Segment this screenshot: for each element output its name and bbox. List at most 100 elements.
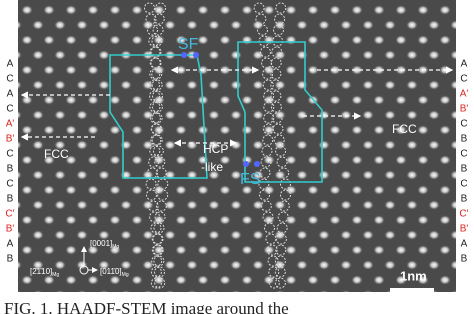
stacking-letter: C [6, 104, 13, 115]
circuit-ends [181, 52, 260, 167]
stacking-letter: A [7, 59, 14, 70]
stacking-letter: A [461, 239, 468, 250]
atom-circle [262, 211, 274, 223]
atom-circle [157, 189, 169, 201]
atom-circle [152, 24, 164, 36]
stacking-letter: B [7, 164, 14, 175]
atom-circle [150, 277, 162, 289]
atom-circle [263, 112, 275, 124]
endpoint [181, 52, 187, 58]
atom-circle [257, 24, 268, 36]
stacking-letter: B' [460, 224, 469, 235]
atom-circle [149, 79, 160, 91]
atom-circle [149, 57, 161, 69]
stacking-letter: A [7, 89, 14, 100]
atom-circle [151, 255, 163, 267]
atom-circle [258, 35, 270, 47]
atom-circle [270, 101, 282, 113]
stacking-letter: C [460, 149, 467, 160]
atom-circle [272, 123, 284, 135]
atom-circle [274, 13, 286, 25]
fs-label: FS [240, 171, 260, 188]
fcc-label: FCC [44, 147, 69, 161]
atom-circle [270, 68, 282, 80]
atom-circle [157, 178, 169, 190]
atom-circle [278, 167, 290, 179]
labels: FCC FCC HCP -like 1nm [44, 122, 427, 283]
hcp-label: -like [201, 160, 223, 174]
axis-sub: Mg [52, 272, 59, 278]
axis-label: [2̄1̄10]Mg [30, 267, 59, 278]
atom-circle [259, 189, 270, 201]
axes [79, 246, 98, 275]
stacking-letter: B [461, 164, 468, 175]
atom-circle [260, 156, 272, 168]
atom-circle [147, 200, 159, 212]
axis-text: [011̄0] [100, 267, 122, 276]
atom-circle [151, 244, 163, 256]
atom-circle [271, 112, 283, 124]
atom-circle [261, 145, 273, 157]
atom-circle [148, 35, 160, 47]
atom-circle [153, 13, 165, 25]
atom-circle [145, 178, 157, 190]
stacking-letter: B' [6, 224, 15, 235]
atom-circle [145, 13, 157, 25]
circuit-right [237, 41, 323, 183]
atom-circle [149, 112, 161, 124]
atom-circle [275, 244, 287, 256]
axis-label: [011̄0]Mg [100, 267, 129, 278]
endpoint [193, 52, 199, 58]
atom-circle [154, 277, 166, 289]
stacking-letter: C [460, 179, 467, 190]
atom-circle [151, 79, 163, 91]
stacking-letter: C [6, 74, 13, 85]
atom-circle [266, 244, 278, 256]
stacking-letter: C [460, 74, 467, 85]
atom-circle [263, 90, 275, 102]
stacking-letter: C [6, 149, 13, 160]
endpoint [254, 161, 260, 167]
atom-circle [152, 145, 164, 157]
stacking-letter: B [7, 254, 14, 265]
atom-columns [144, 2, 291, 289]
atom-circle [150, 123, 162, 135]
atom-circle [275, 233, 287, 245]
atom-circle [273, 24, 284, 36]
atom-circle [150, 222, 162, 234]
atom-circle [270, 79, 282, 91]
atom-circle [262, 134, 274, 146]
stacking-letter: C' [5, 209, 14, 220]
burgers-circuits [109, 41, 323, 183]
atom-circle [276, 156, 288, 168]
stacking-letter: C' [459, 209, 468, 220]
hcp-label: HCP [203, 142, 228, 156]
endpoint [243, 161, 249, 167]
atom-circle [153, 222, 165, 234]
atom-circle [270, 57, 282, 69]
atom-circle [154, 211, 166, 223]
atom-circle [154, 156, 166, 168]
atom-circle [149, 90, 161, 102]
atom-circle [149, 101, 161, 113]
atom-circle [274, 266, 286, 278]
atom-circle [264, 222, 275, 234]
atom-circle [155, 200, 167, 212]
axis-sub: Mg [112, 244, 119, 250]
scale-label: 1nm [400, 268, 427, 283]
stacking-letter: B [461, 194, 468, 205]
atom-circle [260, 200, 272, 212]
stacking-letter: A [461, 59, 468, 70]
atom-circle [152, 90, 163, 102]
atom-circle [268, 277, 280, 289]
stacking-letter: C [6, 179, 13, 190]
atom-circle [268, 266, 280, 278]
stacking-letter: A' [460, 89, 469, 100]
atom-circle [155, 2, 167, 14]
stacking-letter: C [460, 119, 467, 130]
atom-circle [151, 134, 163, 146]
axis-text: [2̄1̄10] [30, 267, 52, 276]
stacking-letter: B [461, 254, 468, 265]
atom-circle [271, 46, 283, 58]
